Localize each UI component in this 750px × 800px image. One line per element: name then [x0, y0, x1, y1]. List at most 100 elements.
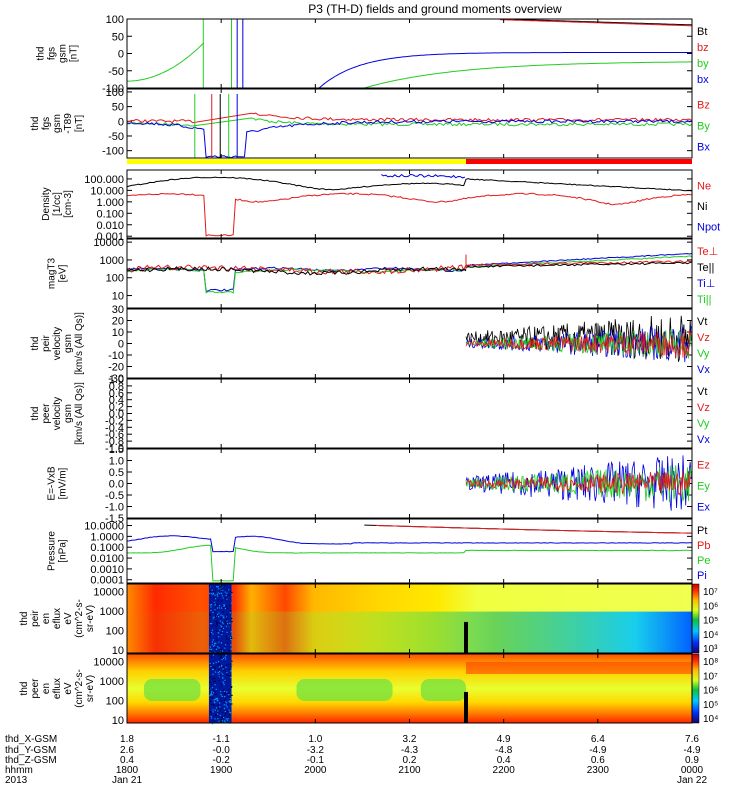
spectrogram-speckle: [214, 609, 216, 611]
spectrogram-speckle: [210, 696, 212, 698]
spectrogram-speckle: [225, 658, 227, 660]
spectrogram-speckle: [220, 590, 222, 593]
spectrogram-speckle: [215, 607, 217, 609]
spectrogram-speckle: [217, 585, 219, 588]
y-axis-label: gsm: [63, 334, 74, 353]
spectrogram-speckle: [209, 633, 212, 635]
spectrogram-speckle: [223, 616, 225, 618]
spectrogram-speckle: [213, 718, 215, 721]
spectrogram-speckle: [213, 603, 216, 605]
spectrogram-speckle: [218, 668, 220, 671]
spectrogram-speckle: [211, 617, 213, 619]
spectrogram-speckle: [226, 710, 229, 713]
legend-Vx: Vx: [697, 434, 710, 446]
y-axis-label: [nPa]: [58, 539, 69, 563]
spectrogram-speckle: [229, 590, 231, 593]
spectrogram-speckle: [225, 713, 227, 715]
spectrogram-speckle: [225, 622, 227, 624]
y-axis-label: [nT]: [74, 115, 85, 132]
legend-Bx: Bx: [697, 142, 710, 154]
spectrogram-speckle: [217, 632, 219, 634]
spectrogram-speckle: [219, 594, 221, 596]
spectrogram-speckle: [224, 715, 226, 717]
spectrogram-speckle: [209, 646, 211, 648]
legend-Ni: Ni: [697, 201, 707, 213]
legend-Ti⊥: Ti⊥: [697, 278, 715, 290]
spectrogram-speckle: [229, 636, 232, 638]
spectrogram-speckle: [230, 676, 232, 679]
spectrogram-speckle: [214, 591, 216, 593]
spectrogram-speckle: [211, 629, 214, 631]
spectrogram-speckle: [214, 680, 217, 683]
spectrogram-speckle: [210, 711, 212, 713]
y-axis-label: [km/s (All Qs)]: [74, 312, 85, 375]
spectrogram-speckle: [217, 700, 219, 702]
y-axis-label: fgs: [41, 117, 52, 130]
legend-Ez: Ez: [697, 460, 710, 472]
y-axis-label: gsm: [58, 44, 69, 63]
spectrogram-speckle: [226, 589, 228, 591]
spectrogram-speckle: [213, 699, 215, 701]
spectrogram-speckle: [227, 593, 230, 595]
legend-Ti||: Ti||: [697, 294, 711, 306]
spectrogram-speckle: [218, 607, 221, 609]
spectrogram-data-gap: [464, 621, 468, 653]
legend-Pt: Pt: [697, 525, 707, 537]
legend-Npot: Npot: [697, 222, 720, 234]
spectrogram-speckle: [223, 693, 226, 695]
spectrogram-speckle: [213, 619, 215, 621]
spectrogram-speckle: [221, 695, 224, 698]
spectrogram-speckle: [214, 698, 217, 701]
series-Pe: [126, 544, 693, 582]
spectrogram-speckle: [228, 636, 230, 638]
colorbar-tick-label: 10⁵: [703, 700, 718, 711]
panel-frame: [126, 238, 693, 309]
spectrogram-speckle: [209, 614, 211, 616]
y-axis-label: en: [41, 683, 52, 694]
spectrogram-speckle: [220, 592, 223, 594]
spectrogram-speckle: [215, 648, 218, 650]
spectrogram-speckle: [225, 595, 227, 597]
x-tick-value: 0000: [681, 765, 704, 776]
spectrogram-speckle: [213, 601, 216, 603]
spectrogram-speckle: [225, 671, 227, 673]
y-tick-label: 0.0: [109, 409, 124, 421]
spectrogram-speckle: [218, 670, 221, 673]
spectrogram-speckle: [217, 603, 219, 606]
spectrogram-speckle: [230, 638, 232, 641]
spectrogram-speckle: [230, 675, 232, 677]
series-Ni: [126, 176, 693, 192]
x-tick-value: 2100: [398, 765, 421, 776]
x-tick-value: -4.9: [683, 745, 701, 756]
spectrogram-data-gap: [464, 691, 468, 723]
spectrogram-speckle: [228, 668, 230, 671]
spectrogram-speckle: [226, 592, 228, 594]
spectrogram-speckle: [213, 596, 215, 599]
x-tick-value: -0.1: [307, 755, 325, 766]
spectrogram-speckle: [225, 718, 227, 720]
spectrogram-speckle: [215, 697, 217, 700]
spectrogram-speckle: [220, 700, 222, 702]
spectrogram-speckle: [212, 592, 215, 594]
spectrogram-speckle: [212, 709, 214, 711]
colorbar-tick-label: 10⁶: [703, 686, 718, 697]
spectrogram-speckle: [231, 694, 233, 697]
legend-Vx: Vx: [697, 364, 710, 376]
spectrogram-speckle: [221, 626, 223, 628]
spectrogram-speckle: [226, 616, 228, 618]
panel-fgs-bfield-2: 100 50 0 -50 -100 thd fgs gsm -T89 [nT] Bz By Bx: [30, 87, 710, 159]
spectrogram-speckle: [228, 719, 230, 722]
spectrogram-speckle: [214, 644, 216, 646]
spectrogram-speckle: [226, 691, 228, 693]
series-Npot: [381, 173, 466, 179]
spectrogram-speckle: [224, 712, 227, 714]
spectrogram-speckle: [220, 617, 222, 620]
series-Bz: [126, 112, 693, 124]
spectrogram-speckle: [221, 596, 223, 598]
spectrogram-speckle: [225, 666, 227, 668]
spectrogram-speckle: [217, 707, 219, 710]
spectrogram-speckle: [210, 648, 213, 651]
colorbar-tick-label: 10⁷: [703, 671, 718, 682]
spectrogram-speckle: [211, 703, 213, 706]
